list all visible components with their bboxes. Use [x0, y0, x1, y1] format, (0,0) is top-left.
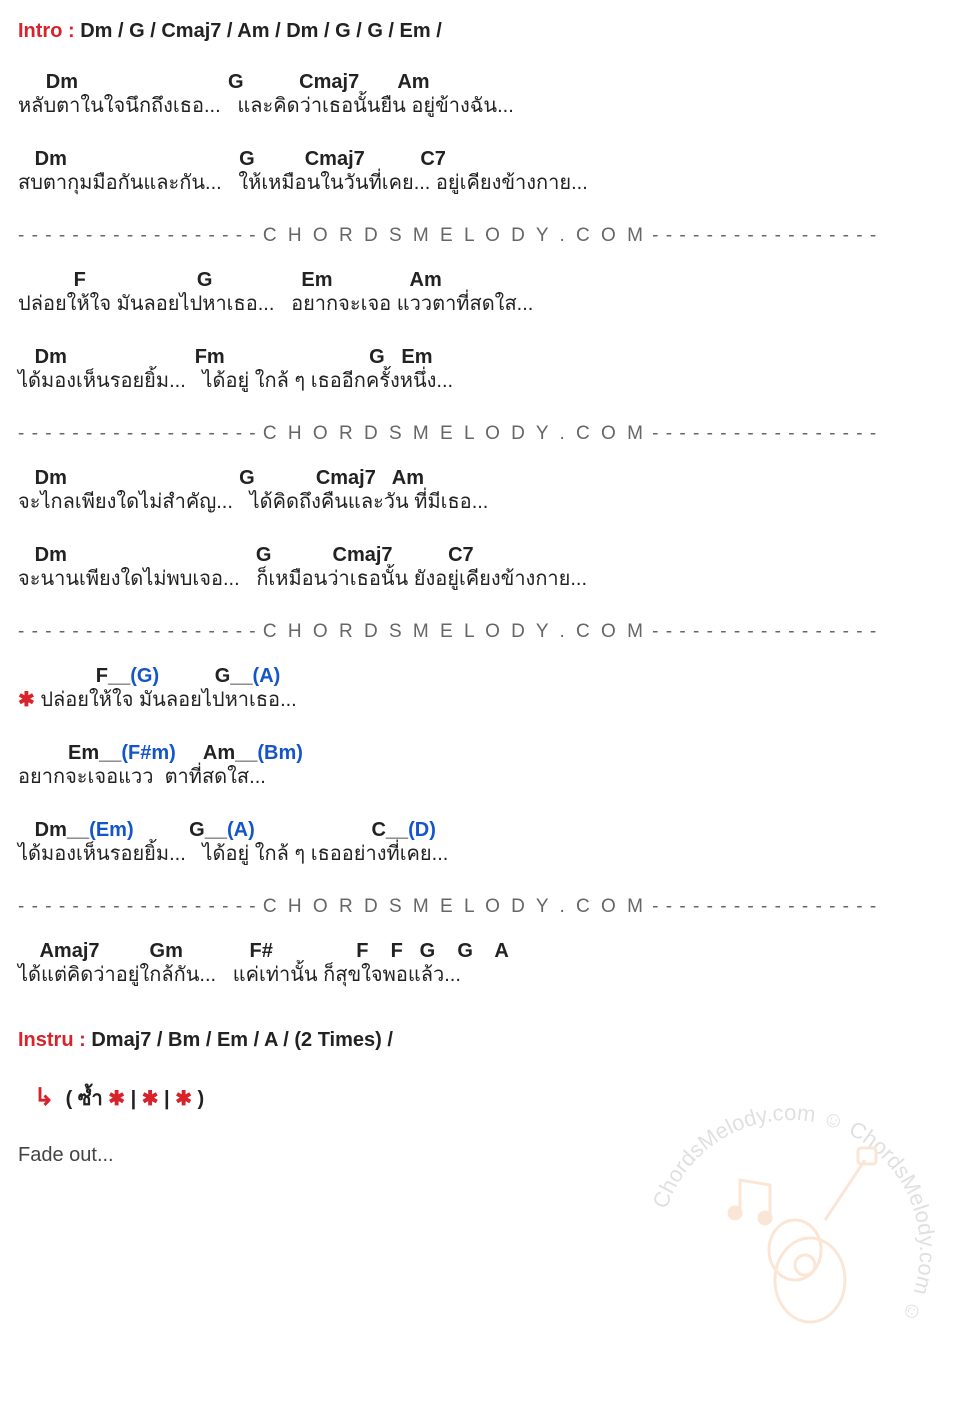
- repeat-text: ( ซ้ำ ✱ | ✱ | ✱ ): [66, 1088, 205, 1110]
- lyric-row: จะไกลเพียงใดไม่สำคัญ... ได้คิดถึงคืนและว…: [18, 489, 962, 516]
- chord-row: Em__(F#m) Am__(Bm): [18, 742, 962, 764]
- chord-alt: (F#m): [121, 742, 175, 764]
- repeat-arrow-icon: ↳: [34, 1084, 54, 1111]
- instru-label: Instru :: [18, 1029, 91, 1051]
- divider-brand: C H O R D S M E L O D Y . C O M: [263, 621, 646, 642]
- chord-row: Dm__(Em) G__(A) C__(D): [18, 819, 962, 841]
- chord-row: Amaj7 Gm F# F F G G A: [18, 940, 962, 962]
- star-marker: ✱: [142, 1088, 159, 1110]
- section-divider: - - - - - - - - - - - - - - - - - - C H …: [18, 896, 962, 918]
- chord-seg: G__: [134, 819, 227, 841]
- lyric-row: อยากจะเจอแวว ตาที่สดใส...: [18, 764, 962, 791]
- lyric-text: ปล่อยให้ใจ มันลอยไปหาเธอ...: [40, 689, 296, 711]
- verse1-line1: Dm G Cmaj7 Am หลับตาในใจนึกถึงเธอ... และ…: [18, 71, 962, 120]
- chord-alt: (D): [408, 819, 436, 841]
- verse2-line1: F G Em Am ปล่อยให้ใจ มันลอยไปหาเธอ... อย…: [18, 269, 962, 318]
- chord-alt: (G): [130, 665, 159, 687]
- verse3-line2: Dm G Cmaj7 C7 จะนานเพียงใดไม่พบเจอ... ก็…: [18, 544, 962, 593]
- star-marker: ✱: [175, 1088, 192, 1110]
- intro-chords: Dm / G / Cmaj7 / Am / Dm / G / G / Em /: [80, 20, 442, 42]
- chord-alt: (A): [253, 665, 281, 687]
- star-marker: ✱: [108, 1088, 125, 1110]
- chord-row: Dm G Cmaj7 Am: [18, 71, 962, 93]
- intro-label: Intro :: [18, 20, 80, 42]
- chord-alt: (A): [227, 819, 255, 841]
- lyric-row: ได้มองเห็นรอยยิ้ม... ได้อยู่ ใกล้ ๆ เธออ…: [18, 368, 962, 395]
- watermark-logo: ChordsMelody.com ☺ ChordsMelody.com ☺: [630, 1090, 950, 1410]
- divider-brand: C H O R D S M E L O D Y . C O M: [263, 896, 646, 917]
- watermark-svg: ChordsMelody.com ☺ ChordsMelody.com ☺: [630, 1090, 950, 1410]
- chord-alt: (Bm): [257, 742, 303, 764]
- chord-alt: (Em): [89, 819, 133, 841]
- divider-dashes-right: - - - - - - - - - - - - - - - - -: [646, 896, 877, 917]
- chord-row: Dm Fm G Em: [18, 346, 962, 368]
- divider-dashes-right: - - - - - - - - - - - - - - - - -: [646, 621, 877, 642]
- lyric-row: จะนานเพียงใดไม่พบเจอ... ก็เหมือนว่าเธอนั…: [18, 566, 962, 593]
- divider-brand: C H O R D S M E L O D Y . C O M: [263, 423, 646, 444]
- svg-text:ChordsMelody.com ☺ ChordsMel: ChordsMelody.com ☺ ChordsMelody.com ☺: [648, 1100, 941, 1328]
- lyric-row: ✱ ปล่อยให้ใจ มันลอยไปหาเธอ...: [18, 687, 962, 714]
- divider-brand: C H O R D S M E L O D Y . C O M: [263, 225, 646, 246]
- divider-dashes-left: - - - - - - - - - - - - - - - - - -: [18, 896, 263, 917]
- verse3-line1: Dm G Cmaj7 Am จะไกลเพียงใดไม่สำคัญ... ได…: [18, 467, 962, 516]
- lyric-row: ปล่อยให้ใจ มันลอยไปหาเธอ... อยากจะเจอ แว…: [18, 291, 962, 318]
- chorus-line1: F__(G) G__(A) ✱ ปล่อยให้ใจ มันลอยไปหาเธอ…: [18, 665, 962, 714]
- repeat-line: ↳ ( ซ้ำ ✱ | ✱ | ✱ ): [34, 1082, 962, 1114]
- verse2-line2: Dm Fm G Em ได้มองเห็นรอยยิ้ม... ได้อยู่ …: [18, 346, 962, 395]
- section-divider: - - - - - - - - - - - - - - - - - - C H …: [18, 225, 962, 247]
- chord-row: Dm G Cmaj7 C7: [18, 148, 962, 170]
- bridge-line1: Amaj7 Gm F# F F G G A ได้แต่คิดว่าอยู่ใก…: [18, 940, 962, 989]
- divider-dashes-left: - - - - - - - - - - - - - - - - - -: [18, 423, 263, 444]
- divider-dashes-left: - - - - - - - - - - - - - - - - - -: [18, 621, 263, 642]
- instru-line: Instru : Dmaj7 / Bm / Em / A / (2 Times)…: [18, 1029, 962, 1052]
- chord-seg: Dm__: [18, 819, 89, 841]
- chord-row: Dm G Cmaj7 C7: [18, 544, 962, 566]
- lyric-row: ได้มองเห็นรอยยิ้ม... ได้อยู่ ใกล้ ๆ เธออ…: [18, 841, 962, 868]
- lyric-row: หลับตาในใจนึกถึงเธอ... และคิดว่าเธอนั้นย…: [18, 93, 962, 120]
- lyric-row: สบตากุมมือกันและกัน... ให้เหมือนในวันที่…: [18, 170, 962, 197]
- chorus-line3: Dm__(Em) G__(A) C__(D) ได้มองเห็นรอยยิ้ม…: [18, 819, 962, 868]
- chord-seg: F__: [18, 665, 130, 687]
- chord-row: F G Em Am: [18, 269, 962, 291]
- verse1-line2: Dm G Cmaj7 C7 สบตากุมมือกันและกัน... ให้…: [18, 148, 962, 197]
- intro-line: Intro : Dm / G / Cmaj7 / Am / Dm / G / G…: [18, 20, 962, 43]
- divider-dashes-left: - - - - - - - - - - - - - - - - - -: [18, 225, 263, 246]
- fade-out-text: Fade out...: [18, 1144, 962, 1167]
- lyric-row: ได้แต่คิดว่าอยู่ใกล้กัน... แค่เท่านั้น ก…: [18, 962, 962, 989]
- chord-row: Dm G Cmaj7 Am: [18, 467, 962, 489]
- star-marker: ✱: [18, 689, 40, 711]
- section-divider: - - - - - - - - - - - - - - - - - - C H …: [18, 621, 962, 643]
- section-divider: - - - - - - - - - - - - - - - - - - C H …: [18, 423, 962, 445]
- chord-row: F__(G) G__(A): [18, 665, 962, 687]
- chord-seg: C__: [255, 819, 408, 841]
- divider-dashes-right: - - - - - - - - - - - - - - - - -: [646, 225, 877, 246]
- chord-seg: Am__: [176, 742, 258, 764]
- chord-seg: G__: [159, 665, 252, 687]
- chorus-line2: Em__(F#m) Am__(Bm) อยากจะเจอแวว ตาที่สดใ…: [18, 742, 962, 791]
- chord-seg: Em__: [18, 742, 121, 764]
- divider-dashes-right: - - - - - - - - - - - - - - - - -: [646, 423, 877, 444]
- instru-chords: Dmaj7 / Bm / Em / A / (2 Times) /: [91, 1029, 393, 1051]
